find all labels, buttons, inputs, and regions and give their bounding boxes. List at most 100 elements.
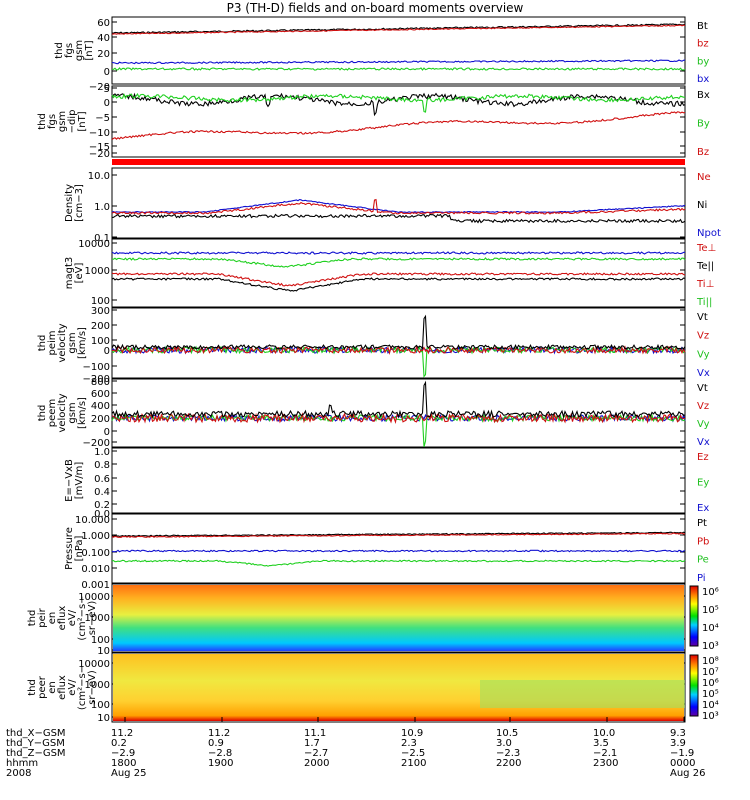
y-axis-label-line: peir: [37, 607, 48, 627]
panel-pressure: Pressure [nPa]10.0001.0000.1000.0100.001P…: [64, 513, 709, 591]
y-tick-label: −20: [89, 82, 110, 93]
y-axis-label: thd peir en eflux eV/(cm²−s− sr−eV): [27, 595, 98, 640]
series-pt: [111, 531, 686, 538]
colorbar-label: 10³: [702, 641, 719, 652]
panel-temp: magt3 [eV] 10000 1000 100 Te⊥ Te|| Ti⊥ Ti||: [64, 238, 716, 308]
colorbar: [689, 654, 699, 717]
y-axis-label-line: eV/: [67, 609, 78, 626]
series-te-par: [111, 277, 686, 292]
colorbar-label: 10⁵: [702, 689, 719, 700]
series-bz: [111, 24, 686, 35]
y-axis-label-line: eflux: [57, 675, 68, 700]
series-By: [111, 93, 686, 113]
y-axis-label-line: thd: [37, 335, 48, 352]
y-tick-label: 10000: [78, 239, 110, 250]
y-tick-label: 0: [104, 98, 110, 109]
legend-bt: Bt: [697, 21, 708, 32]
colorbar-label: 10⁶: [702, 587, 719, 598]
y-tick-label: 0.2: [94, 500, 110, 511]
ephemeris-value: 9.3: [670, 728, 686, 739]
series-pb: [111, 532, 686, 538]
y-tick-label: 5: [104, 84, 110, 95]
ephemeris-label: thd_Z−GSM: [6, 748, 66, 759]
y-axis-label: magt3 [eV]: [64, 257, 85, 290]
series-pi: [111, 559, 686, 567]
y-tick-label: 0.010: [81, 564, 110, 575]
ephemeris-label: thd_X−GSM: [6, 728, 66, 739]
ephemeris-value: 11.2: [111, 728, 134, 739]
y-axis-label: thd peem velocity gsm [km/s]: [37, 393, 88, 432]
panel-ionspec: thd peir en eflux eV/(cm²−s− sr−eV)10000 1000 1…: [27, 583, 719, 657]
ephemeris-value: −1.9: [670, 748, 695, 759]
panel-efield: E=−VxB [mV/m] 1.0 0.8 0.6 0.4 0.20.0 Ez Ey Ex: [64, 447, 709, 520]
y-axis-label-line: thd: [54, 42, 65, 59]
y-axis-label-line: fgs: [47, 114, 58, 129]
legend-vy: Vy: [697, 419, 710, 430]
y-axis-label-line: [nPa]: [74, 535, 85, 561]
panel-frame: [111, 167, 686, 239]
legend-ez: Ez: [697, 452, 709, 463]
legend-ni: Ni: [697, 200, 707, 211]
y-axis-label-line: sr−eV): [87, 601, 98, 636]
y-tick-label: 0: [104, 427, 110, 438]
ephemeris-label: hhmm: [6, 758, 39, 769]
series-by: [111, 59, 686, 65]
series-vt-e: [111, 380, 686, 420]
series-vt-i: [111, 314, 686, 351]
legend-by: By: [697, 119, 710, 130]
y-tick-label: 10000: [78, 592, 110, 603]
y-axis-label-line: velocity: [57, 393, 68, 432]
legend-bz: Bz: [697, 147, 709, 158]
panel-frame: [111, 238, 686, 308]
y-tick-label: 200: [91, 321, 110, 332]
ephemeris-value: 10.5: [496, 728, 519, 739]
y-tick-label: 10: [97, 646, 110, 657]
y-tick-label: 0.6: [94, 474, 110, 485]
legend-pb: Pb: [697, 536, 709, 547]
ephemeris-value: Aug 26: [670, 768, 706, 779]
ephemeris-value: −2.9: [111, 748, 136, 759]
ephemeris-label: thd_Y−GSM: [6, 738, 65, 749]
panel-veler: thd peem velocity gsm [km/s]8006004002000−20…: [37, 377, 710, 449]
ephemeris-value: 2200: [496, 758, 522, 769]
ephemeris-value: 2.3: [401, 738, 417, 749]
y-tick-label: 10000: [78, 659, 110, 670]
quality-flag-bar: [112, 159, 685, 165]
y-axis-label-line: magt3: [64, 257, 75, 290]
y-axis-label-line: peer: [37, 675, 48, 699]
legend-pt: Pt: [697, 518, 707, 529]
ephemeris-value: 3.9: [670, 738, 686, 749]
panel-frame: [111, 513, 686, 584]
colorbar-label: 10⁸: [702, 656, 719, 667]
colorbar-label: 10⁴: [702, 623, 719, 634]
legend-ex: Ex: [697, 503, 709, 514]
series-ti-par: [112, 257, 686, 268]
ephemeris-value: 2000: [304, 758, 330, 769]
ephemeris-value: 3.5: [593, 738, 609, 749]
y-tick-label: −100: [83, 362, 110, 373]
ephemeris-value: 10.9: [401, 728, 424, 739]
series-pe: [111, 549, 686, 553]
y-axis-label-line: Pressure: [64, 527, 75, 570]
y-axis-label: thd peim velocity gsm [km/s]: [37, 323, 88, 362]
legend-bx: bx: [697, 74, 709, 85]
y-axis-label-line: eflux: [57, 606, 68, 631]
legend-npot: Npot: [697, 228, 721, 239]
panel-velir: thd peim velocity gsm [km/s]300 200 1000 −100−2…: [37, 306, 710, 385]
y-axis-label-line: [mV/m]: [74, 462, 85, 500]
legend-vt: Vt: [697, 312, 708, 323]
y-axis-label-line: Density: [64, 184, 75, 222]
ephemeris-value: 3.0: [496, 738, 512, 749]
legend-by: by: [697, 56, 709, 67]
ephemeris-value: 11.1: [304, 728, 327, 739]
ephemeris-label: 2008: [6, 768, 32, 779]
series-ti-perp: [111, 251, 686, 255]
y-axis-label-line: (cm²−s−: [77, 595, 88, 640]
y-tick-label: 10.0: [88, 171, 110, 182]
y-tick-label: 1000: [85, 680, 110, 691]
y-tick-label: 0.1: [94, 233, 110, 244]
panel-fgs: thd fgs gsm [nT]60 40 20 0 −20 Bt bz by bx: [54, 16, 709, 93]
legend-bx: Bx: [697, 90, 710, 101]
y-tick-label: 0.001: [81, 580, 110, 591]
ephemeris-value: 0000: [670, 758, 696, 769]
